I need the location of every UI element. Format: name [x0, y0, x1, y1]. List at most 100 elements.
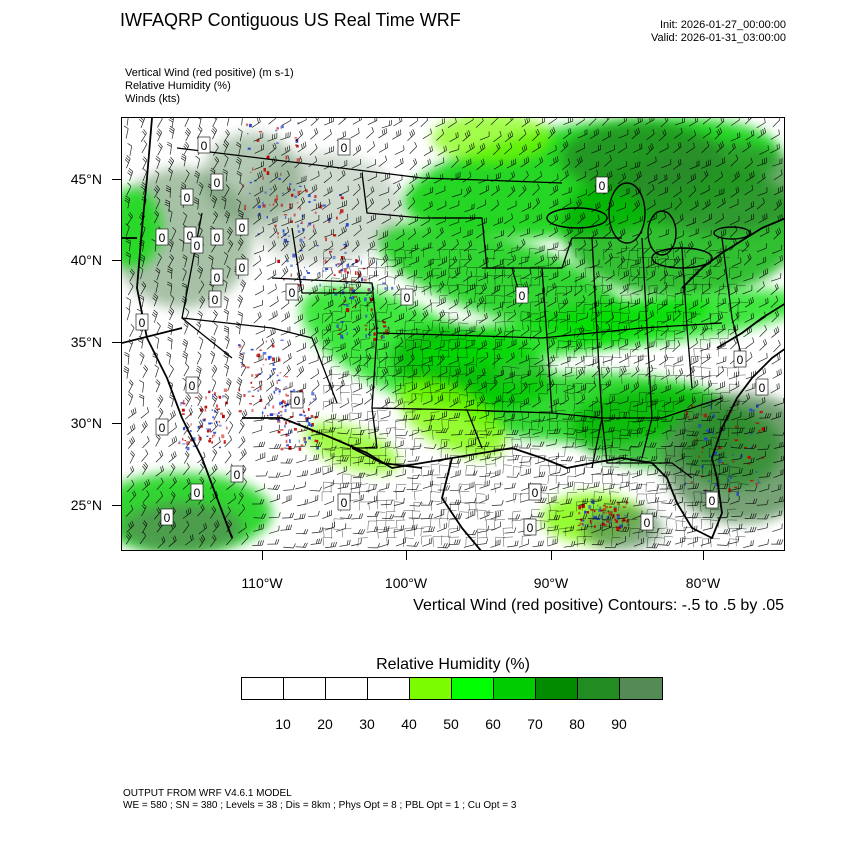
- vertical-wind-cell: [281, 192, 284, 194]
- vertical-wind-cell: [186, 447, 190, 451]
- vertical-wind-cell: [758, 482, 761, 484]
- contour-label-text: 0: [239, 221, 246, 235]
- vertical-wind-cell: [290, 264, 293, 267]
- vertical-wind-cell: [242, 352, 245, 355]
- vertical-wind-cell: [278, 389, 281, 393]
- vertical-wind-cell: [282, 399, 285, 404]
- vertical-wind-cell: [262, 176, 264, 180]
- vertical-wind-cell: [340, 256, 344, 260]
- vertical-wind-cell: [272, 405, 275, 409]
- vertical-wind-cell: [216, 420, 218, 424]
- lon-tick: [406, 551, 407, 560]
- vertical-wind-cell: [242, 364, 245, 367]
- vertical-wind-cell: [287, 235, 290, 237]
- vertical-wind-cell: [299, 206, 301, 210]
- vertical-wind-cell: [259, 386, 262, 391]
- vertical-wind-cell: [328, 221, 331, 223]
- contour-label-text: 0: [194, 239, 201, 253]
- vertical-wind-cell: [266, 171, 270, 175]
- contour-label-text: 0: [404, 291, 411, 305]
- vertical-wind-cell: [729, 475, 732, 479]
- vertical-wind-cell: [369, 298, 374, 302]
- vertical-wind-cell: [594, 525, 596, 529]
- vertical-wind-cell: [186, 441, 190, 445]
- vertical-wind-cell: [246, 366, 250, 369]
- vertical-wind-cell: [344, 268, 347, 273]
- vertical-wind-cell: [577, 524, 581, 526]
- vertical-wind-cell: [276, 374, 279, 377]
- vertical-wind-cell: [584, 511, 587, 514]
- vertical-wind-cell: [609, 512, 613, 516]
- contour-label-box: [197, 136, 211, 154]
- vertical-wind-cell: [385, 329, 389, 333]
- lon-label-110w: 110°W: [241, 575, 283, 591]
- vertical-wind-cell: [257, 353, 261, 358]
- legend-tick-label: 50: [443, 716, 459, 732]
- vertical-wind-cell: [732, 461, 736, 463]
- vertical-wind-cell: [277, 418, 281, 422]
- vertical-wind-cell: [614, 518, 617, 521]
- contour-label-box: [208, 290, 222, 308]
- contour-zero-label: 0: [160, 508, 174, 526]
- vertical-wind-cell: [373, 332, 376, 336]
- vertical-wind-cell: [274, 224, 277, 227]
- vertical-wind-cell: [300, 280, 302, 283]
- lat-label-25n: 25°N: [70, 497, 102, 513]
- vertical-wind-cell: [370, 308, 373, 312]
- vertical-wind-cell: [285, 421, 287, 425]
- vertical-wind-cell: [581, 527, 583, 531]
- contour-zero-label: 0: [210, 173, 224, 191]
- vertical-wind-cell: [355, 259, 358, 263]
- contour-label-box: [160, 508, 174, 526]
- vertical-wind-cell: [294, 195, 297, 199]
- vertical-wind-cell: [580, 518, 583, 522]
- vertical-wind-cell: [730, 444, 732, 447]
- vertical-wind-cell: [280, 414, 283, 417]
- vertical-wind-cell: [311, 431, 314, 433]
- vertical-wind-cell: [238, 345, 242, 348]
- contour-label-text: 0: [194, 486, 201, 500]
- lat-tick: [112, 423, 121, 424]
- field-label-relative-humidity: Relative Humidity (%): [125, 80, 231, 92]
- vertical-wind-cell: [616, 527, 620, 531]
- vertical-wind-cell: [718, 453, 721, 456]
- vertical-wind-cell: [355, 271, 357, 275]
- lon-label-80w: 80°W: [685, 575, 721, 591]
- vertical-wind-cell: [265, 340, 267, 343]
- vertical-wind-cell: [336, 324, 339, 328]
- vertical-wind-cell: [297, 191, 301, 195]
- vertical-wind-cell: [600, 509, 604, 512]
- vertical-wind-cell: [757, 422, 760, 425]
- vertical-wind-cell: [211, 409, 213, 411]
- vertical-wind-cell: [269, 374, 271, 379]
- vertical-wind-cell: [606, 516, 609, 520]
- vertical-wind-cell: [345, 245, 348, 248]
- vertical-wind-cell: [387, 326, 390, 329]
- lat-label-40n: 40°N: [70, 252, 102, 268]
- vertical-wind-cell: [277, 259, 280, 263]
- contour-label-box: [235, 218, 249, 236]
- vertical-wind-cell: [293, 389, 296, 393]
- vertical-wind-cell: [302, 228, 305, 232]
- vertical-wind-cell: [340, 321, 344, 323]
- vertical-wind-cell: [283, 387, 286, 390]
- vertical-wind-cell: [613, 506, 617, 508]
- vertical-wind-cell: [344, 252, 347, 254]
- vertical-wind-cell: [345, 223, 349, 227]
- legend-swatch: [620, 678, 662, 699]
- vertical-wind-cell: [276, 380, 278, 384]
- vertical-wind-cell: [302, 276, 306, 280]
- lon-label-100w: 100°W: [384, 575, 428, 591]
- vertical-wind-cell: [315, 439, 319, 443]
- vertical-wind-cell: [324, 259, 326, 263]
- vertical-wind-cell: [602, 508, 606, 511]
- vertical-wind-cell: [304, 437, 306, 440]
- rh-region: [682, 408, 782, 488]
- contour-label-text: 0: [709, 494, 716, 508]
- vertical-wind-cell: [593, 510, 596, 513]
- vertical-wind-cell: [734, 486, 738, 489]
- vertical-wind-cell: [306, 270, 308, 273]
- vertical-wind-cell: [382, 335, 385, 339]
- vertical-wind-cell: [299, 390, 303, 393]
- contour-zero-label: 0: [733, 350, 747, 368]
